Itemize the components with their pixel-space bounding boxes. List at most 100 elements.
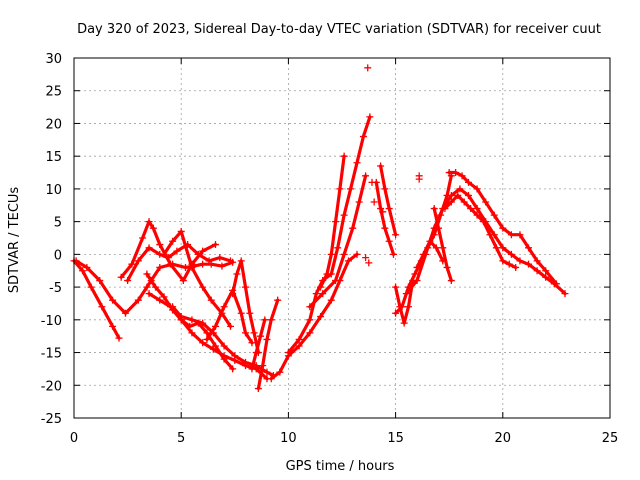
point-sat-r bbox=[377, 162, 385, 170]
point-sat-d bbox=[184, 241, 192, 249]
point-sat-n bbox=[347, 185, 355, 193]
grid-layer bbox=[74, 58, 610, 418]
point-sat-v bbox=[507, 231, 515, 239]
point-sat-n bbox=[366, 113, 374, 121]
point-sat-c bbox=[145, 218, 153, 226]
point-sat-n bbox=[306, 316, 314, 324]
point-sat-l bbox=[252, 349, 260, 357]
y-tick-label: 15 bbox=[45, 150, 62, 165]
data-layer bbox=[72, 115, 567, 391]
point-sat-g bbox=[199, 319, 207, 327]
plot-frame bbox=[73, 57, 611, 419]
point-sat-d bbox=[205, 257, 213, 265]
point-sat-u bbox=[561, 290, 569, 298]
point-sat-n bbox=[319, 277, 327, 285]
point-sat-s bbox=[392, 283, 400, 291]
point-sat-f bbox=[160, 250, 168, 258]
point-sat-p bbox=[355, 198, 363, 206]
point-sat-p bbox=[306, 303, 314, 311]
point-sat-q bbox=[385, 237, 393, 245]
y-tick-label: -25 bbox=[41, 412, 62, 427]
point-sat-j bbox=[246, 309, 254, 317]
y-tick-label: 0 bbox=[54, 248, 62, 263]
tick-layer bbox=[73, 57, 611, 419]
point-sat-n bbox=[359, 133, 367, 141]
point-sat-q bbox=[389, 250, 397, 258]
point-sat-m bbox=[317, 313, 325, 321]
point-sat-t bbox=[430, 231, 438, 239]
point-sat-i bbox=[242, 329, 250, 337]
point-sat-o bbox=[332, 218, 340, 226]
point-sat-w bbox=[499, 257, 507, 265]
series-sat-a bbox=[72, 259, 121, 340]
point-sat-h bbox=[220, 352, 228, 360]
point-sat-a bbox=[98, 303, 106, 311]
point-sat-b bbox=[181, 263, 189, 271]
point-sat-e bbox=[186, 322, 194, 330]
y-tick-label: -20 bbox=[41, 379, 62, 394]
point-sat-l bbox=[248, 365, 256, 373]
point-sat-b bbox=[156, 263, 164, 271]
point-sat-c bbox=[156, 241, 164, 249]
point-sat-w bbox=[454, 191, 462, 199]
isolated-point bbox=[368, 178, 376, 186]
point-sat-g bbox=[263, 368, 271, 376]
point-sat-m bbox=[306, 329, 314, 337]
point-sat-n bbox=[295, 335, 303, 343]
point-sat-n bbox=[340, 211, 348, 219]
point-sat-w bbox=[512, 263, 520, 271]
point-sat-t bbox=[404, 283, 412, 291]
isolated-point bbox=[379, 208, 387, 216]
point-sat-h bbox=[177, 316, 185, 324]
point-sat-b bbox=[96, 277, 104, 285]
point-sat-h bbox=[231, 356, 239, 364]
point-sat-o bbox=[327, 250, 335, 258]
point-sat-h bbox=[188, 329, 196, 337]
point-sat-p bbox=[349, 224, 357, 232]
point-sat-v bbox=[542, 267, 550, 275]
point-sat-a bbox=[87, 283, 95, 291]
x-tick-label: 5 bbox=[177, 431, 185, 446]
y-tick-label: 5 bbox=[54, 216, 62, 231]
point-sat-b bbox=[109, 296, 117, 304]
point-sat-o bbox=[336, 185, 344, 193]
point-sat-v bbox=[482, 198, 490, 206]
point-sat-o bbox=[340, 152, 348, 160]
point-sat-h bbox=[209, 345, 217, 353]
point-sat-b bbox=[121, 309, 129, 317]
point-sat-k bbox=[274, 296, 282, 304]
series-sat-l bbox=[250, 318, 267, 371]
point-sat-m bbox=[344, 257, 352, 265]
point-sat-c bbox=[139, 234, 147, 242]
point-sat-d bbox=[227, 257, 235, 265]
point-sat-k bbox=[254, 385, 262, 393]
point-sat-t bbox=[424, 244, 432, 252]
point-sat-c bbox=[117, 273, 125, 281]
point-sat-w bbox=[441, 205, 449, 213]
point-sat-v bbox=[533, 257, 541, 265]
series-sat-o bbox=[319, 154, 346, 289]
point-sat-p bbox=[340, 250, 348, 258]
point-sat-f bbox=[177, 227, 185, 235]
point-sat-u bbox=[499, 244, 507, 252]
y-tick-label: 30 bbox=[45, 52, 62, 67]
point-sat-d bbox=[164, 254, 172, 262]
point-sat-e bbox=[143, 270, 151, 278]
series-sat-r bbox=[379, 164, 398, 237]
point-sat-r bbox=[385, 205, 393, 213]
point-sat-v bbox=[464, 178, 472, 186]
point-sat-j bbox=[233, 270, 241, 278]
point-sat-u bbox=[507, 250, 515, 258]
y-tick-label: 25 bbox=[45, 85, 62, 100]
point-sat-f bbox=[207, 296, 215, 304]
point-sat-w bbox=[467, 205, 475, 213]
point-sat-v bbox=[525, 244, 533, 252]
point-sat-f bbox=[169, 237, 177, 245]
point-sat-s bbox=[404, 303, 412, 311]
point-sat-i bbox=[248, 339, 256, 347]
point-sat-f bbox=[218, 309, 226, 317]
point-sat-r bbox=[392, 231, 400, 239]
isolated-point bbox=[365, 259, 373, 267]
point-sat-h bbox=[242, 362, 250, 370]
point-sat-w bbox=[460, 198, 468, 206]
